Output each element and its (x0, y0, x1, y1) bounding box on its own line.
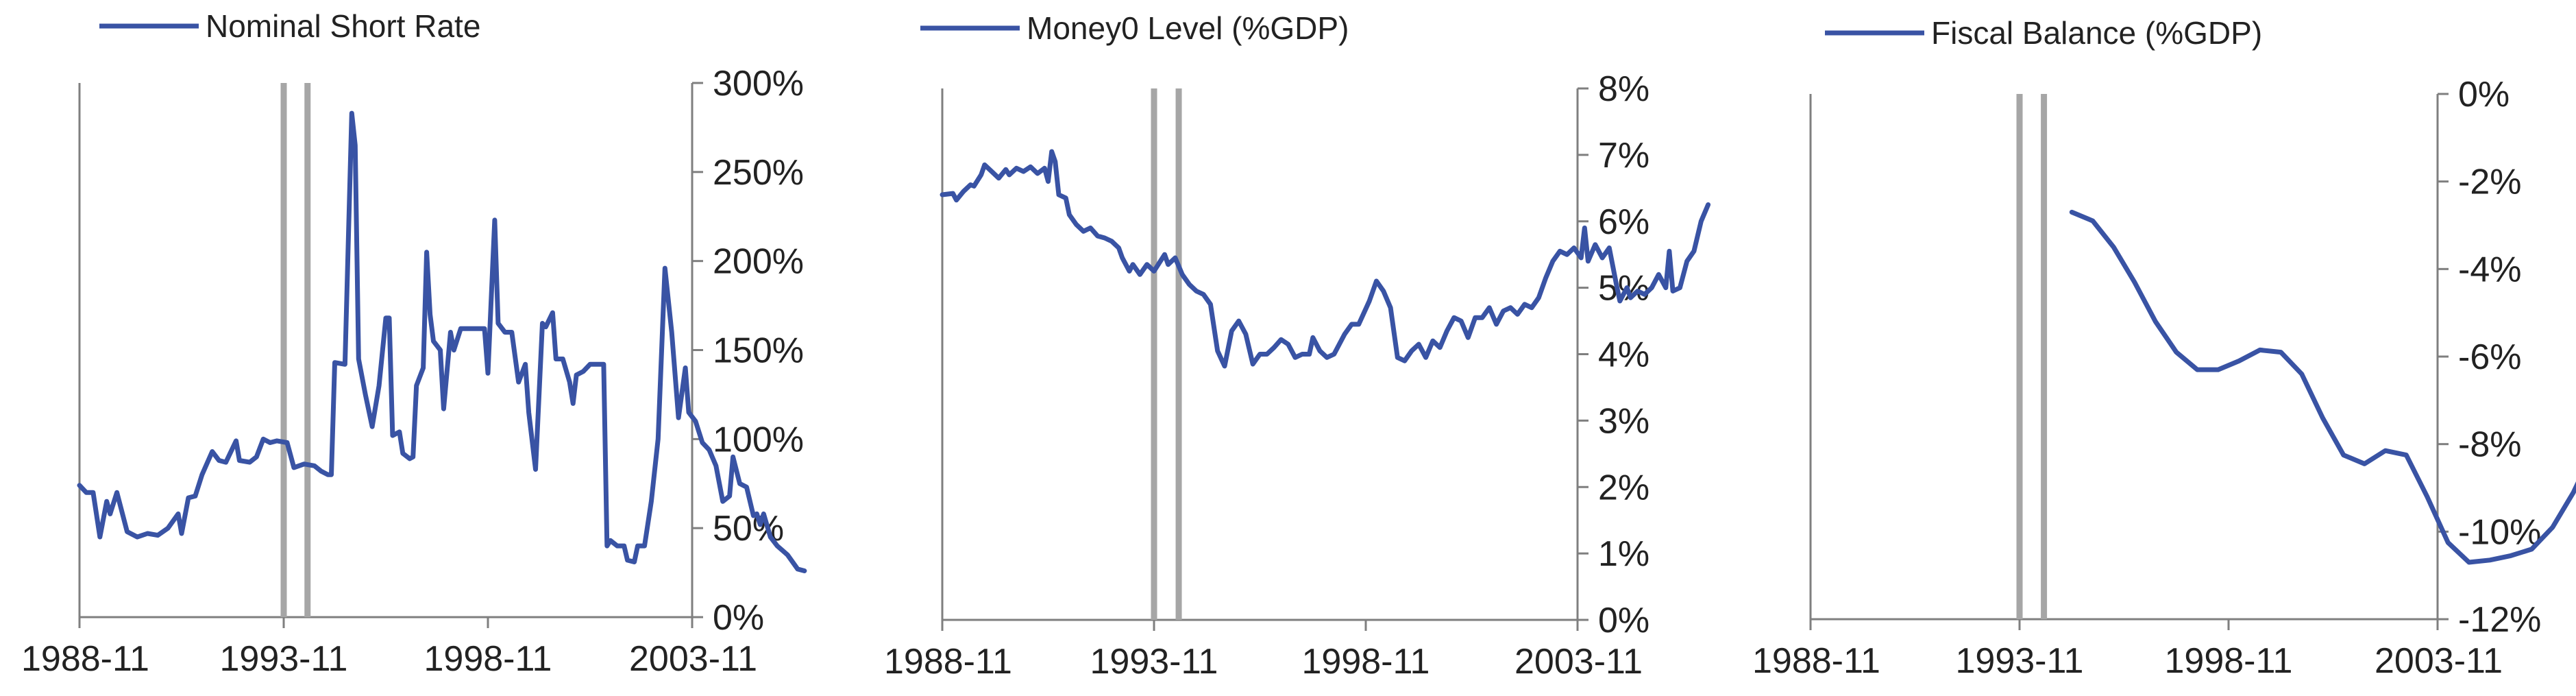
x-tick-label: 1998-11 (2165, 641, 2293, 681)
legend: Nominal Short Rate (99, 8, 480, 44)
y-tick-label: 5% (1598, 269, 1649, 309)
y-tick-label: 300% (713, 64, 804, 104)
y-tick-label: 100% (713, 420, 804, 459)
y-tick-label: -8% (2458, 425, 2521, 465)
y-tick-label: 0% (2458, 75, 2510, 115)
legend: Money0 Level (%GDP) (920, 10, 1349, 46)
x-tick-label: 2003-11 (1514, 642, 1643, 682)
x-tick-label: 1988-11 (21, 639, 149, 679)
legend: Fiscal Balance (%GDP) (1825, 15, 2262, 51)
legend-label: Fiscal Balance (%GDP) (1931, 15, 2262, 51)
y-tick-label: 0% (1598, 601, 1649, 640)
y-tick-label: 3% (1598, 401, 1649, 441)
y-tick-label: 8% (1598, 69, 1649, 109)
x-tick-label: 2003-11 (2375, 641, 2503, 681)
y-tick-label: 4% (1598, 335, 1649, 375)
chart-money0-level: Money0 Level (%GDP) 0% 1% 2% 3% 4% 5% 6% 7% 8% 198… (884, 10, 1711, 682)
y-tick-label: 2% (1598, 468, 1649, 507)
y-tick-label: 250% (713, 153, 804, 193)
legend-label: Money0 Level (%GDP) (1027, 10, 1349, 46)
y-tick-label: 1% (1598, 534, 1649, 574)
y-tick-label: -6% (2458, 337, 2521, 377)
y-tick-label: 7% (1598, 136, 1649, 176)
series-line (77, 110, 807, 573)
x-tick-label: 1988-11 (884, 642, 1012, 682)
y-tick-label: 6% (1598, 202, 1649, 242)
series-line (940, 149, 1711, 369)
x-tick-label: 1993-11 (220, 639, 348, 679)
series-line (2069, 209, 2576, 565)
chart-nominal-short-rate: Nominal Short Rate0%50%100%150%200%250%3… (21, 8, 807, 679)
y-tick-label: 200% (713, 242, 804, 282)
y-tick-label: 150% (713, 331, 804, 371)
y-tick-label: -2% (2458, 163, 2521, 202)
y-tick-label: -4% (2458, 250, 2521, 289)
x-tick-label: 1998-11 (1302, 642, 1430, 682)
chart-fiscal-balance: Fiscal Balance (%GDP) -12% -10% -8% -6% -4% -2… (1752, 15, 2576, 681)
y-tick-label: -12% (2458, 600, 2541, 640)
x-tick-label: 1993-11 (1956, 641, 2084, 681)
x-tick-label: 1998-11 (424, 639, 552, 679)
x-tick-label: 1988-11 (1752, 641, 1880, 681)
y-tick-label: -10% (2458, 512, 2541, 552)
legend-label: Nominal Short Rate (206, 8, 480, 44)
y-tick-label: 0% (713, 598, 764, 638)
x-tick-label: 1993-11 (1090, 642, 1218, 682)
x-tick-label: 2003-11 (629, 639, 757, 679)
